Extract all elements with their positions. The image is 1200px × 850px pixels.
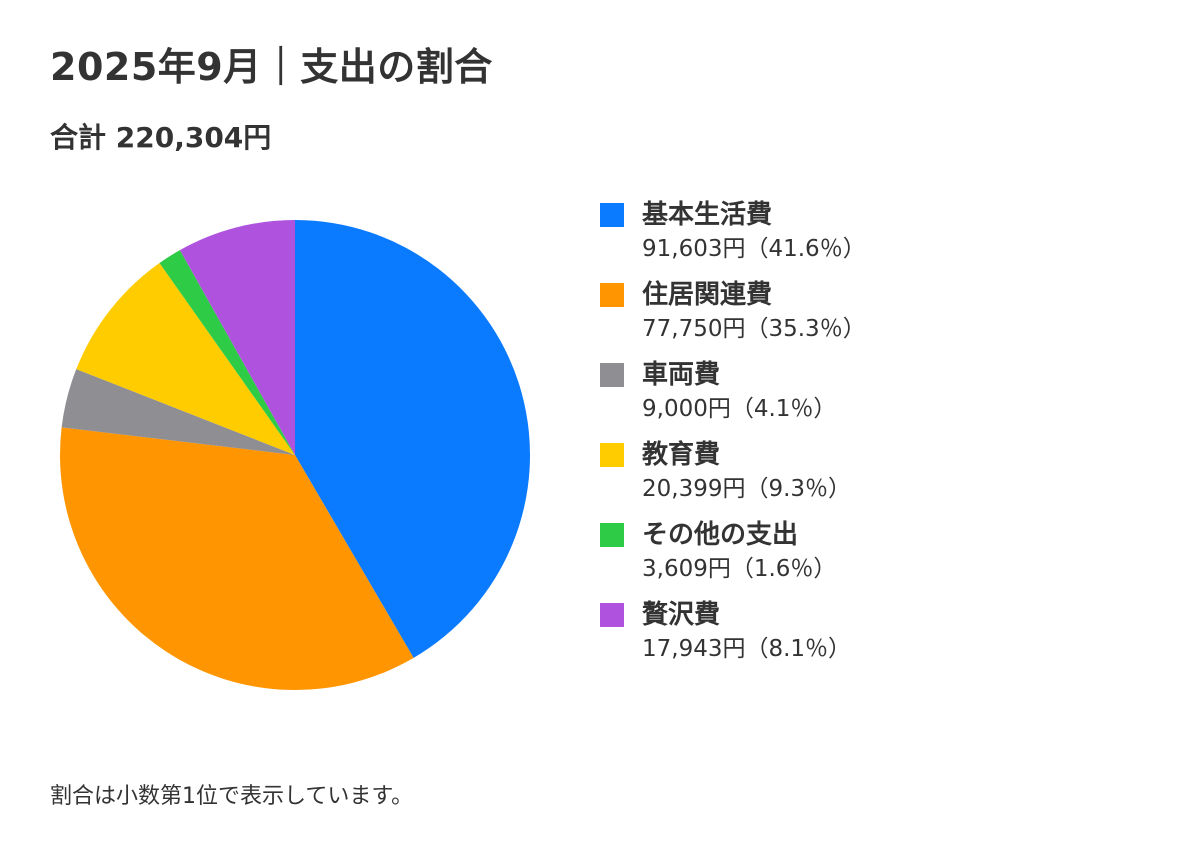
footnote: 割合は小数第1位で表示しています。 xyxy=(50,784,414,809)
legend-swatch xyxy=(600,603,624,627)
legend-label: 住居関連費 xyxy=(642,280,773,310)
legend-value: 20,399円（9.3％） xyxy=(642,476,852,502)
legend-swatch xyxy=(600,363,624,387)
legend-item: 教育費 20,399円（9.3％） xyxy=(600,438,1160,518)
chart-total: 合計 220,304円 xyxy=(50,121,272,154)
legend-value: 91,603円（41.6％） xyxy=(642,236,866,262)
legend-item: 車両費 9,000円（4.1％） xyxy=(600,358,1160,438)
legend-item: 贅沢費 17,943円（8.1％） xyxy=(600,598,1160,678)
legend: 基本生活費 91,603円（41.6％） 住居関連費 77,750円（35.3％… xyxy=(600,198,1160,678)
legend-value: 9,000円（4.1％） xyxy=(642,396,837,422)
legend-swatch xyxy=(600,523,624,547)
legend-item: 住居関連費 77,750円（35.3％） xyxy=(600,278,1160,358)
pie-slice xyxy=(295,220,531,658)
pie-slice xyxy=(76,263,295,455)
legend-swatch xyxy=(600,203,624,227)
legend-value: 3,609円（1.6％） xyxy=(642,556,837,582)
chart-title: 2025年9月｜支出の割合 xyxy=(50,45,493,89)
pie-slice xyxy=(61,369,296,455)
legend-swatch xyxy=(600,283,624,307)
legend-item: 基本生活費 91,603円（41.6％） xyxy=(600,198,1160,278)
legend-value: 17,943円（8.1％） xyxy=(642,636,852,662)
pie-slice xyxy=(179,220,295,455)
legend-label: 贅沢費 xyxy=(642,600,721,630)
legend-label: 基本生活費 xyxy=(642,200,773,230)
legend-label: 教育費 xyxy=(642,440,721,470)
pie-chart xyxy=(59,220,531,691)
pie-slice xyxy=(59,427,414,691)
legend-value: 77,750円（35.3％） xyxy=(642,316,866,342)
legend-label: 車両費 xyxy=(642,360,721,390)
pie-slice xyxy=(159,250,295,455)
legend-label: その他の支出 xyxy=(642,520,799,550)
legend-item: その他の支出 3,609円（1.6％） xyxy=(600,518,1160,598)
pie-chart-area xyxy=(40,200,550,710)
legend-swatch xyxy=(600,443,624,467)
